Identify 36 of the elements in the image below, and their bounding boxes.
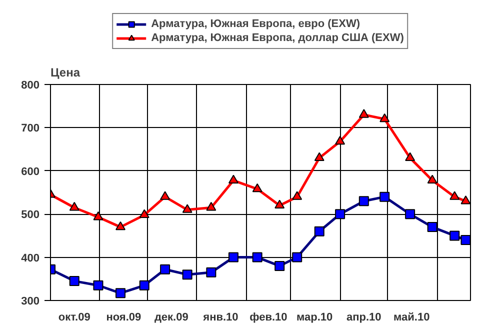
x-tick-label: апр.10 <box>346 312 382 324</box>
point <box>228 174 238 184</box>
y-tick-label: 700 <box>21 122 40 135</box>
point <box>182 204 192 213</box>
y-tick-label: 300 <box>21 296 40 308</box>
x-tick-label: ноя.09 <box>106 312 142 324</box>
x-tick-label: янв.10 <box>203 312 238 324</box>
point <box>335 136 346 145</box>
y-axis-title: Цена <box>50 66 80 80</box>
point <box>292 191 302 200</box>
point <box>380 113 390 122</box>
y-tick-label: 500 <box>21 209 40 222</box>
y-tick-label: 400 <box>21 252 40 264</box>
point <box>450 191 460 200</box>
point <box>206 202 216 211</box>
x-tick-label: мар.10 <box>296 312 333 324</box>
point <box>252 183 262 192</box>
point <box>358 109 369 118</box>
point <box>314 152 324 162</box>
x-tick-label: окт.09 <box>58 312 90 324</box>
point <box>160 191 170 200</box>
point <box>274 200 285 209</box>
y-tick-label: 800 <box>21 80 40 92</box>
point <box>460 195 470 204</box>
point <box>93 211 104 220</box>
y-tick-label: 600 <box>21 166 40 178</box>
point <box>139 209 150 218</box>
legend-label: Арматура, Южная Европа, доллар США (EXW) <box>151 30 404 44</box>
point <box>116 221 126 230</box>
x-tick-label: май.10 <box>394 312 430 324</box>
point <box>405 152 416 162</box>
x-tick-label: дек.09 <box>154 312 188 324</box>
point <box>427 174 438 184</box>
legend-label: Арматура, Южная Европа, евро (EXW) <box>151 16 360 30</box>
point <box>69 202 80 211</box>
x-tick-label: фев.10 <box>250 312 288 324</box>
